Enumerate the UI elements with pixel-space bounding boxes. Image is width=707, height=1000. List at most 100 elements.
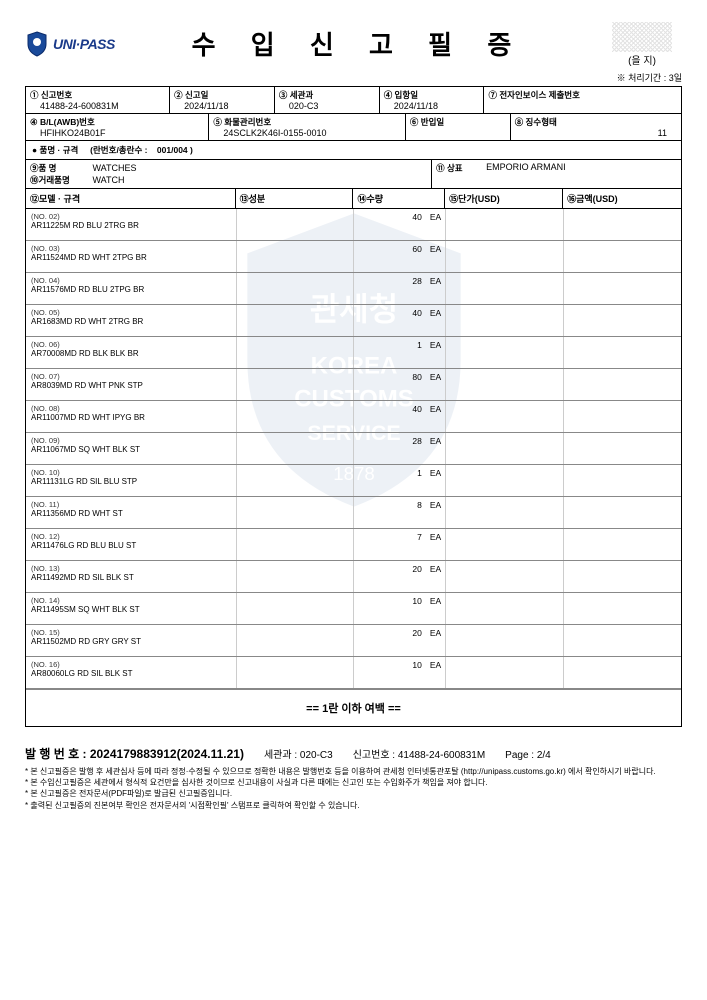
item-qty-val: 60: [412, 244, 421, 254]
f7-label: ⑤ 화물관리번호: [213, 116, 401, 128]
item-model-text: AR70008MD RD BLK BLK BR: [31, 349, 231, 358]
trade-value: WATCH: [93, 175, 125, 185]
stamp-label: (을 지): [602, 52, 682, 67]
f6-value: HFIHKO24B01F: [30, 128, 204, 138]
item-comp: [236, 465, 354, 496]
item-amount: [563, 593, 681, 624]
footer-page: Page : 2/4: [505, 750, 551, 761]
item-unitprice: [445, 497, 563, 528]
item-amount: [563, 657, 681, 688]
item-model: (NO. 04)AR11576MD RD BLU 2TPG BR: [26, 273, 236, 304]
item-model: (NO. 15)AR11502MD RD GRY GRY ST: [26, 625, 236, 656]
item-amount: [563, 273, 681, 304]
item-unitprice: [445, 209, 563, 240]
item-unit: EA: [430, 308, 441, 318]
spec-row: ● 품명 · 규격 (란번호/총란수 : 001/004 ): [25, 141, 682, 160]
spec-label: ● 품명 · 규격: [32, 145, 78, 155]
item-model-text: AR8039MD RD WHT PNK STP: [31, 381, 231, 390]
item-model-text: AR11502MD RD GRY GRY ST: [31, 637, 231, 646]
item-unit: EA: [430, 340, 441, 350]
f8-label: ⑥ 반입일: [410, 116, 506, 128]
item-row: (NO. 02)AR11225M RD BLU 2TRG BR40EA: [26, 209, 681, 241]
item-unit: EA: [430, 500, 441, 510]
item-unitprice: [445, 241, 563, 272]
item-comp: [236, 401, 354, 432]
item-row: (NO. 04)AR11576MD RD BLU 2TPG BR28EA: [26, 273, 681, 305]
item-qty: 1 EA: [353, 337, 445, 368]
item-row: (NO. 12)AR11476LG RD BLU BLU ST7EA: [26, 529, 681, 561]
item-unitprice: [445, 369, 563, 400]
item-amount: [563, 497, 681, 528]
f7-value: 24SCLK2K46I-0155-0010: [213, 128, 401, 138]
item-qty-val: 10: [412, 596, 421, 606]
item-amount: [563, 209, 681, 240]
item-qty-val: 20: [412, 628, 421, 638]
f9-label: ⑧ 징수형태: [515, 116, 677, 128]
item-row: (NO. 05)AR1683MD RD WHT 2TRG BR40EA: [26, 305, 681, 337]
item-row: (NO. 15)AR11502MD RD GRY GRY ST20EA: [26, 625, 681, 657]
item-comp: [236, 337, 354, 368]
item-unit: EA: [430, 660, 441, 670]
trade-label: ⑩거래품명: [30, 174, 90, 186]
item-qty-val: 40: [412, 404, 421, 414]
f4-value: 2024/11/18: [384, 101, 480, 111]
item-model: (NO. 10)AR11131LG RD SIL BLU STP: [26, 465, 236, 496]
item-qty: 7EA: [353, 529, 445, 560]
item-unit: EA: [430, 276, 441, 286]
item-row: (NO. 14)AR11495SM SQ WHT BLK ST10EA: [26, 593, 681, 625]
item-qty-val: 40: [412, 212, 421, 222]
item-unitprice: [445, 401, 563, 432]
item-amount: [563, 241, 681, 272]
item-unitprice: [445, 465, 563, 496]
item-row: (NO. 09)AR11067MD SQ WHT BLK ST28EA: [26, 433, 681, 465]
item-no: (NO. 07): [31, 372, 231, 381]
spec-value: 001/004 ): [157, 145, 193, 155]
item-unitprice: [445, 561, 563, 592]
item-qty-val: 20: [412, 564, 421, 574]
item-model-text: AR11007MD RD WHT IPYG BR: [31, 413, 231, 422]
item-no: (NO. 08): [31, 404, 231, 413]
item-qty: 40 EA: [353, 209, 445, 240]
item-comp: [236, 241, 354, 272]
item-qty: 10 EA: [353, 657, 445, 688]
item-model: (NO. 09)AR11067MD SQ WHT BLK ST: [26, 433, 236, 464]
name-value: WATCHES: [93, 163, 137, 173]
item-row: (NO. 16)AR80060LG RD SIL BLK ST10EA: [26, 657, 681, 689]
col-amt: ⑯금액(USD): [563, 189, 681, 208]
name-row: ⑨품 명 WATCHES ⑩거래품명 WATCH ⑪ 상표 EMPORIO AR…: [25, 160, 682, 189]
shield-icon: [25, 30, 49, 58]
item-no: (NO. 04): [31, 276, 231, 285]
blank-note: == 1란 이하 여백 ==: [26, 689, 681, 726]
col-unit: ⑮단가(USD): [445, 189, 563, 208]
item-model: (NO. 07)AR8039MD RD WHT PNK STP: [26, 369, 236, 400]
f2-label: ② 신고일: [174, 89, 270, 101]
item-qty: 60 EA: [353, 241, 445, 272]
item-no: (NO. 03): [31, 244, 231, 253]
item-unit: EA: [430, 468, 441, 478]
logo-text: UNI·PASS: [53, 36, 115, 52]
item-model-text: AR11356MD RD WHT ST: [31, 509, 231, 518]
item-amount: [563, 561, 681, 592]
item-unit: EA: [430, 212, 441, 222]
footer-note: 본 수입신고필증은 세관에서 형식적 요건만을 심사한 것이므로 신고내용이 사…: [25, 777, 682, 788]
item-unitprice: [445, 529, 563, 560]
item-unitprice: [445, 305, 563, 336]
item-model: (NO. 05)AR1683MD RD WHT 2TRG BR: [26, 305, 236, 336]
item-amount: [563, 337, 681, 368]
item-model-text: AR11576MD RD BLU 2TPG BR: [31, 285, 231, 294]
item-qty-val: 1: [417, 340, 422, 350]
item-model-text: AR11495SM SQ WHT BLK ST: [31, 605, 231, 614]
item-model: (NO. 03)AR11524MD RD WHT 2TPG BR: [26, 241, 236, 272]
item-unit: EA: [430, 244, 441, 254]
item-unitprice: [445, 273, 563, 304]
item-qty-val: 10: [412, 660, 421, 670]
item-comp: [236, 593, 354, 624]
item-amount: [563, 465, 681, 496]
spec-sublabel: (란번호/총란수 :: [90, 145, 147, 155]
item-row: (NO. 03)AR11524MD RD WHT 2TPG BR 60 EA: [26, 241, 681, 273]
item-comp: [236, 657, 354, 688]
item-comp: [236, 433, 354, 464]
item-model: (NO. 14)AR11495SM SQ WHT BLK ST: [26, 593, 236, 624]
processing-time: ※ 처리기간 : 3일: [25, 71, 682, 84]
item-amount: [563, 305, 681, 336]
